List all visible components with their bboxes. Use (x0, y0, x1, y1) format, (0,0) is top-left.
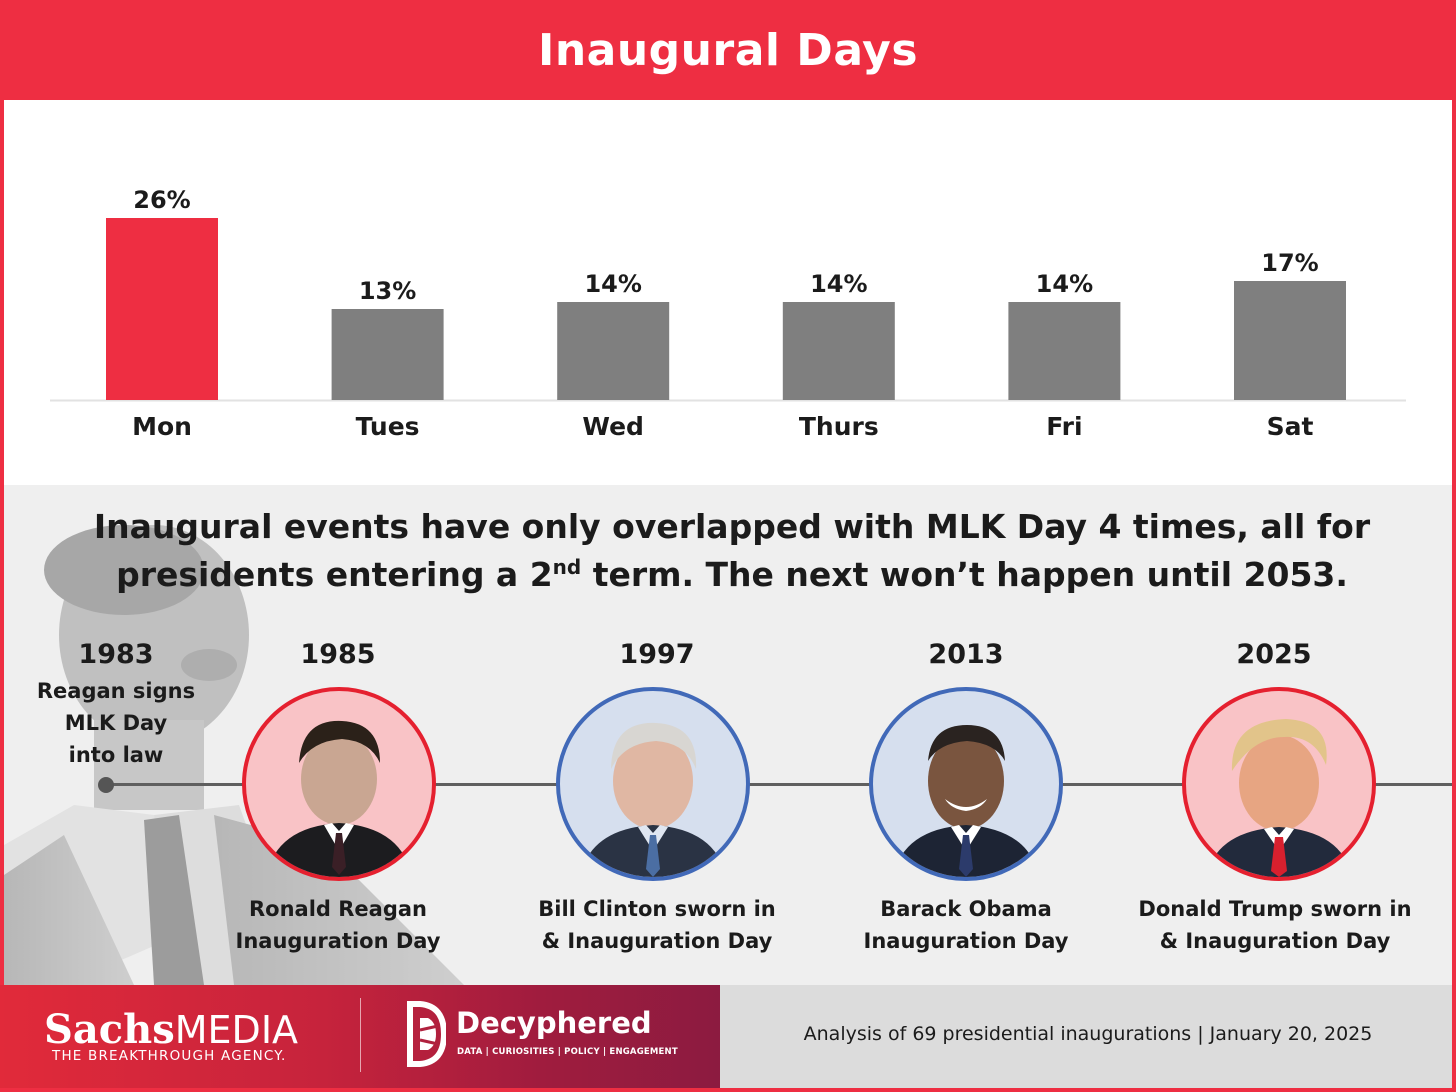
caption-1997: Bill Clinton sworn in & Inauguration Day (497, 893, 817, 957)
clinton-portrait (556, 687, 750, 881)
clinton-portrait-image (580, 722, 726, 877)
caption-line: Ronald Reagan (249, 897, 427, 921)
timeline-year-1983: 1983 (78, 639, 154, 670)
trump-portrait-image (1206, 719, 1352, 877)
source-note: Analysis of 69 presidential inauguration… (803, 1023, 1373, 1045)
caption-1985: Ronald Reagan Inauguration Day (178, 893, 498, 957)
timeline-note-1983: Reagan signs MLK Day into law (16, 675, 216, 771)
obama-portrait (869, 687, 1063, 881)
tick-label-wed: Wed (582, 412, 644, 441)
tick-label-sat: Sat (1267, 412, 1314, 441)
note-line: MLK Day (64, 711, 168, 735)
note-line: Reagan signs (36, 679, 196, 703)
caption-line: Barack Obama (880, 897, 1052, 921)
caption-line: Inauguration Day (235, 929, 441, 953)
caption-line: Bill Clinton sworn in (538, 897, 776, 921)
bar-thurs (782, 302, 895, 400)
tick-label-tues: Tues (356, 412, 420, 441)
caption-line: & Inauguration Day (541, 929, 773, 953)
bar-mon (106, 218, 218, 400)
headline-line-2: presidents entering a 2nd term. The next… (64, 551, 1400, 599)
caption-line: Donald Trump sworn in (1138, 897, 1412, 921)
tick-label-thurs: Thurs (799, 412, 879, 441)
footer-source-panel (720, 985, 1456, 1092)
decyphered-logo-icon (407, 1001, 446, 1067)
sachsmedia-logo: SachsMEDIA (44, 1006, 298, 1053)
bar-chart: 26% Mon 13% Tues 14% Wed 14% Thurs 14% Fri 17% Sat (50, 186, 1406, 441)
timeline-start-dot (98, 777, 114, 793)
caption-line: Inauguration Day (863, 929, 1069, 953)
sachs-logo-bold: Sachs (44, 1006, 175, 1053)
reagan-portrait (242, 687, 436, 881)
decyphered-tagline: DATA | CURIOSITIES | POLICY | ENGAGEMENT (457, 1047, 678, 1057)
data-label-tues: 13% (359, 277, 416, 305)
reagan-portrait-image (266, 720, 412, 877)
timeline-year-1985: 1985 (300, 639, 376, 670)
headline-line-2-end: term. The next won’t happen until 2053. (581, 555, 1348, 594)
bar-tues (331, 309, 444, 400)
headline-line-1: Inaugural events have only overlapped wi… (93, 507, 1371, 546)
caption-line: & Inauguration Day (1159, 929, 1391, 953)
timeline-year-2013: 2013 (928, 639, 1004, 670)
data-label-mon: 26% (133, 186, 190, 214)
bar-fri (1008, 302, 1121, 400)
data-label-thurs: 14% (810, 270, 867, 298)
data-label-fri: 14% (1036, 270, 1093, 298)
timeline-year-1997: 1997 (619, 639, 695, 670)
tick-label-mon: Mon (132, 412, 192, 441)
caption-2013: Barack Obama Inauguration Day (806, 893, 1126, 957)
title-banner: Inaugural Days (0, 0, 1456, 100)
data-label-wed: 14% (584, 270, 641, 298)
data-label-sat: 17% (1261, 249, 1318, 277)
trump-portrait (1182, 687, 1376, 881)
timeline-axis (104, 783, 1452, 786)
footer-divider (360, 998, 361, 1072)
bar-wed (557, 302, 670, 400)
bar-sat (1234, 281, 1346, 400)
bar-chart-panel: 26% Mon 13% Tues 14% Wed 14% Thurs 14% Fri 17% Sat (0, 100, 1456, 485)
obama-portrait-image (893, 725, 1039, 877)
sachsmedia-tagline: THE BREAKTHROUGH AGENCY. (52, 1048, 287, 1064)
mlk-portrait-image (4, 525, 464, 985)
footer-bottom-border (0, 1088, 720, 1092)
sachs-logo-light: MEDIA (174, 1008, 299, 1052)
headline-line-2-start: presidents entering a 2 (116, 555, 553, 594)
timeline-year-2025: 2025 (1236, 639, 1312, 670)
tick-label-fri: Fri (1046, 412, 1082, 441)
caption-2025: Donald Trump sworn in & Inauguration Day (1115, 893, 1435, 957)
headline-superscript: nd (552, 555, 582, 579)
headline: Inaugural events have only overlapped wi… (64, 503, 1400, 599)
page-title: Inaugural Days (537, 24, 919, 76)
note-line: into law (68, 743, 164, 767)
timeline-panel: Inaugural events have only overlapped wi… (0, 485, 1456, 985)
decyphered-logo-text: Decyphered (456, 1006, 652, 1040)
